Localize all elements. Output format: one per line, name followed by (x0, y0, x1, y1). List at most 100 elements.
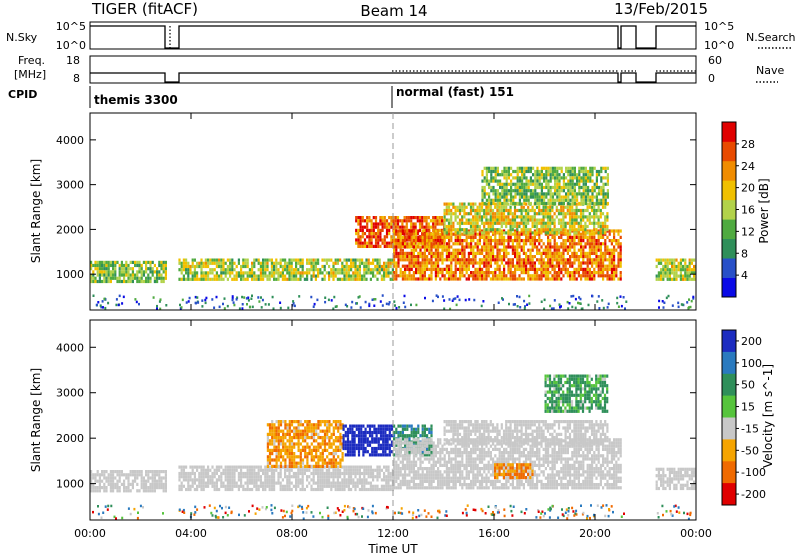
echo-cell (461, 228, 464, 232)
echo-cell (193, 271, 196, 275)
echo-cell (159, 307, 162, 310)
echo-cell (401, 225, 404, 229)
echo-cell (476, 242, 479, 246)
echo-cell (527, 182, 530, 186)
echo-cell (365, 277, 368, 281)
echo-cell (518, 179, 521, 183)
echo-cell (525, 251, 528, 255)
echo-cell (255, 481, 258, 485)
echo-cell (98, 279, 101, 284)
echo-cell (498, 251, 501, 255)
echo-cell (325, 481, 328, 485)
echo-cell (321, 258, 324, 262)
echo-cell (406, 267, 409, 271)
echo-cell (428, 245, 431, 249)
echo-cell (573, 245, 576, 249)
echo-cell (489, 235, 492, 239)
echo-cell (558, 235, 561, 239)
echo-cell (487, 251, 490, 255)
echo-cell (399, 235, 402, 239)
echo-cell (103, 260, 106, 264)
echo-cell (593, 248, 596, 252)
echo-cell (347, 465, 350, 469)
echo-cell (109, 479, 112, 483)
echo-cell (359, 228, 362, 232)
echo-cell (363, 271, 366, 275)
echo-cell (279, 442, 283, 446)
echo-cell (401, 235, 404, 239)
echo-cell (456, 258, 459, 262)
echo-cell (553, 239, 556, 243)
echo-cell (448, 271, 451, 275)
echo-cell (558, 267, 561, 271)
echo-cell (522, 251, 525, 255)
echo-cell (448, 245, 451, 249)
echo-cell (94, 489, 97, 493)
echo-cell (259, 484, 262, 488)
echo-cell (421, 271, 424, 275)
echo-cell (573, 208, 576, 213)
echo-cell (330, 471, 333, 476)
echo-cell (527, 261, 530, 265)
echo-cell (390, 222, 393, 226)
echo-cell (355, 216, 358, 220)
echo-cell (315, 432, 318, 436)
echo-cell (352, 484, 355, 488)
echo-cell (516, 179, 519, 183)
echo-cell (200, 484, 203, 488)
echo-cell (120, 267, 123, 271)
echo-cell (531, 231, 534, 235)
echo-cell (266, 436, 269, 440)
echo-cell (142, 273, 145, 277)
echo-cell (569, 169, 572, 174)
echo-cell (395, 245, 398, 249)
echo-cell (505, 179, 508, 183)
echo-cell (566, 251, 569, 255)
echo-cell (551, 195, 554, 199)
echo-cell (485, 166, 488, 170)
echo-cell (162, 476, 165, 480)
echo-cell (415, 277, 418, 281)
echo-cell (197, 301, 200, 304)
echo-cell (358, 481, 361, 485)
echo-cell (290, 423, 294, 427)
echo-cell (423, 274, 426, 278)
echo-cell (343, 258, 346, 262)
echo-cell (301, 448, 305, 452)
echo-cell (553, 271, 556, 275)
echo-cell (454, 297, 457, 300)
echo-cell (480, 221, 484, 225)
echo-cell (120, 270, 123, 274)
echo-cell (220, 264, 223, 269)
echo-cell (573, 176, 576, 180)
echo-cell (271, 432, 274, 436)
echo-cell (92, 476, 95, 480)
echo-cell (527, 166, 530, 170)
echo-cell (284, 264, 287, 269)
echo-cell (391, 487, 394, 492)
echo-cell (575, 212, 578, 216)
echo-cell (363, 465, 366, 469)
echo-cell (275, 426, 278, 430)
echo-cell (452, 271, 455, 275)
echo-cell (483, 221, 486, 225)
echo-cell (125, 260, 128, 264)
echo-cell (562, 195, 565, 199)
date-label: 13/Feb/2015 (614, 0, 708, 18)
echo-cell (584, 221, 587, 225)
echo-cell (347, 475, 350, 479)
echo-cell (385, 268, 388, 272)
echo-cell (215, 478, 218, 482)
echo-cell (533, 271, 536, 275)
echo-cell (202, 478, 205, 482)
echo-cell (467, 251, 470, 255)
echo-cell (459, 267, 462, 271)
echo-cell (595, 185, 598, 190)
echo-cell (560, 235, 563, 239)
echo-cell (403, 219, 406, 223)
echo-cell (231, 258, 234, 262)
echo-cell (565, 192, 568, 196)
echo-cell (385, 274, 388, 278)
echo-cell (306, 426, 309, 430)
echo-cell (470, 271, 473, 275)
